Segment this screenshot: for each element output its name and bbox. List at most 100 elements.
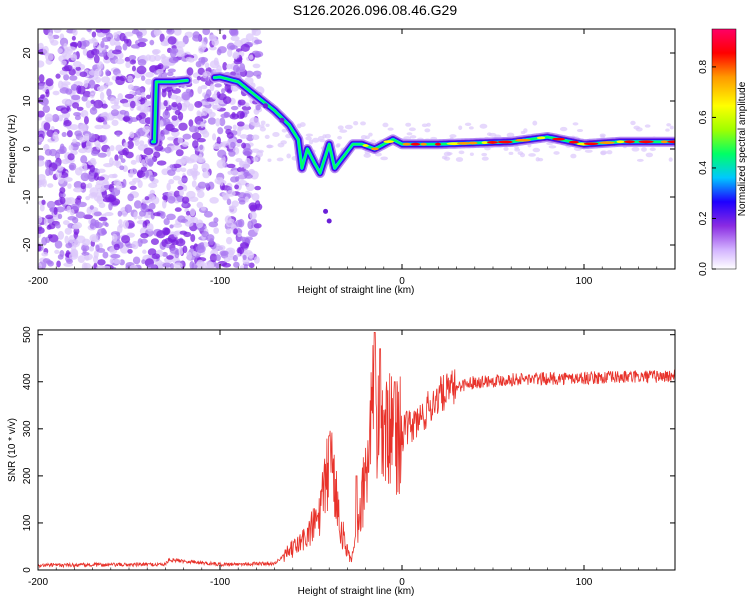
heatmap-hot-cell [599, 141, 615, 145]
heatmap-noise-cell [55, 223, 61, 229]
heatmap-noise-cell [178, 122, 188, 131]
heatmap-noise-cell [38, 181, 41, 189]
heatmap-noise-cell [254, 185, 262, 191]
heatmap-noise-cell [209, 253, 218, 263]
heatmap-noise-cell [114, 154, 119, 162]
heatmap-noise-cell [201, 230, 209, 238]
heatmap-noise-cell [181, 141, 189, 147]
heatmap-noise-cell [44, 113, 54, 123]
heatmap-noise-cell [236, 139, 243, 144]
heatmap-speckle-cell [666, 123, 672, 127]
heatmap-noise-cell [80, 182, 87, 190]
heatmap-noise-cell [69, 41, 79, 48]
heatmap-noise-cell [69, 75, 78, 81]
heatmap-noise-cell [171, 115, 178, 121]
heatmap-speckle-cell [506, 132, 515, 138]
heatmap-noise-cell [98, 202, 106, 209]
heatmap-noise-cell [168, 56, 179, 64]
heatmap-noise-cell [94, 124, 104, 130]
heatmap-noise-cell [153, 29, 162, 36]
heatmap-noise-cell [254, 39, 263, 45]
heatmap-noise-cell [90, 48, 100, 56]
heatmap-speckle-cell [468, 126, 474, 130]
heatmap-noise-cell [147, 264, 157, 269]
heatmap-noise-cell [43, 122, 51, 131]
heatmap-noise-cell [47, 32, 53, 40]
heatmap-noise-cell [255, 104, 261, 111]
heatmap-noise-cell [88, 192, 97, 199]
heatmap-noise-cell [182, 35, 189, 45]
heatmap-noise-cell [227, 49, 233, 58]
heatmap-noise-cell [105, 193, 115, 203]
heatmap-noise-cell [196, 201, 204, 209]
colorbar-label: Normalized spectral amplitude [737, 81, 748, 216]
heatmap-noise-cell [156, 230, 166, 239]
heatmap-speckle-cell [481, 152, 488, 157]
heatmap-speckle-cell [430, 136, 438, 140]
heatmap-noise-cell [96, 187, 106, 192]
heatmap-speckle-cell [631, 146, 640, 152]
heatmap-noise-cell [38, 159, 45, 167]
heatmap-noise-cell [150, 238, 159, 245]
heatmap-noise-cell [227, 249, 234, 258]
heatmap-blob-cell [326, 218, 332, 224]
heatmap-noise-cell [57, 213, 63, 220]
heatmap-noise-cell [68, 144, 74, 151]
heatmap-noise-cell [40, 97, 49, 106]
x-tick-label: -100 [210, 276, 230, 287]
heatmap-noise-cell [119, 32, 126, 42]
heatmap-noise-cell [197, 181, 207, 189]
heatmap-noise-cell [86, 29, 92, 32]
heatmap-noise-cell [239, 111, 245, 119]
heatmap-noise-cell [173, 262, 183, 269]
heatmap-noise-cell [62, 220, 70, 226]
heatmap-noise-cell [211, 38, 219, 46]
heatmap-noise-cell [222, 62, 228, 71]
heatmap-noise-cell [233, 261, 240, 268]
heatmap-noise-cell [81, 262, 88, 269]
heatmap-noise-cell [177, 179, 183, 185]
heatmap-speckle-cell [606, 150, 613, 155]
snr-y-label: SNR (10 * v/v) [7, 418, 18, 482]
heatmap-noise-cell [234, 39, 244, 48]
y-tick-label: 400 [22, 373, 33, 390]
heatmap-noise-cell [217, 46, 227, 54]
heatmap-noise-cell [129, 131, 135, 139]
heatmap-noise-cell [95, 76, 102, 83]
heatmap-noise-cell [132, 256, 141, 265]
heatmap-noise-cell [60, 192, 66, 198]
heatmap-noise-cell [75, 211, 86, 219]
heatmap-noise-cell [89, 90, 96, 95]
heatmap-speckle-cell [406, 132, 413, 136]
heatmap-noise-cell [126, 38, 132, 47]
heatmap-noise-cell [51, 114, 60, 123]
heatmap-noise-cell [70, 54, 78, 61]
heatmap-noise-cell [38, 74, 45, 83]
heatmap-noise-cell [203, 210, 213, 218]
heatmap-noise-cell [77, 255, 86, 264]
heatmap-noise-cell [89, 133, 96, 142]
heatmap-noise-cell [195, 219, 204, 229]
heatmap-noise-cell [219, 117, 226, 127]
heatmap-noise-cell [174, 250, 180, 259]
heatmap-noise-cell [186, 251, 192, 261]
heatmap-speckle-cell [458, 125, 463, 131]
heatmap-noise-cell [110, 109, 119, 117]
heatmap-noise-cell [175, 149, 184, 157]
heatmap-noise-cell [217, 149, 227, 158]
heatmap-noise-cell [200, 206, 206, 211]
heatmap-noise-cell [125, 61, 131, 69]
heatmap-noise-cell [96, 176, 105, 181]
heatmap-noise-cell [130, 159, 137, 165]
heatmap-noise-cell [255, 203, 263, 211]
heatmap-noise-cell [71, 94, 81, 101]
heatmap-noise-cell [94, 68, 102, 77]
heatmap-noise-cell [70, 208, 75, 216]
heatmap-noise-cell [217, 127, 224, 135]
heatmap-noise-cell [95, 244, 100, 252]
heatmap-speckle-cell [633, 125, 640, 130]
heatmap-noise-cell [215, 254, 221, 262]
heatmap-noise-cell [60, 60, 67, 66]
colorbar: 0.0 0.2 0.4 0.6 0.8 Normalized spectral ampl… [698, 28, 748, 276]
heatmap-noise-cell [180, 167, 187, 173]
